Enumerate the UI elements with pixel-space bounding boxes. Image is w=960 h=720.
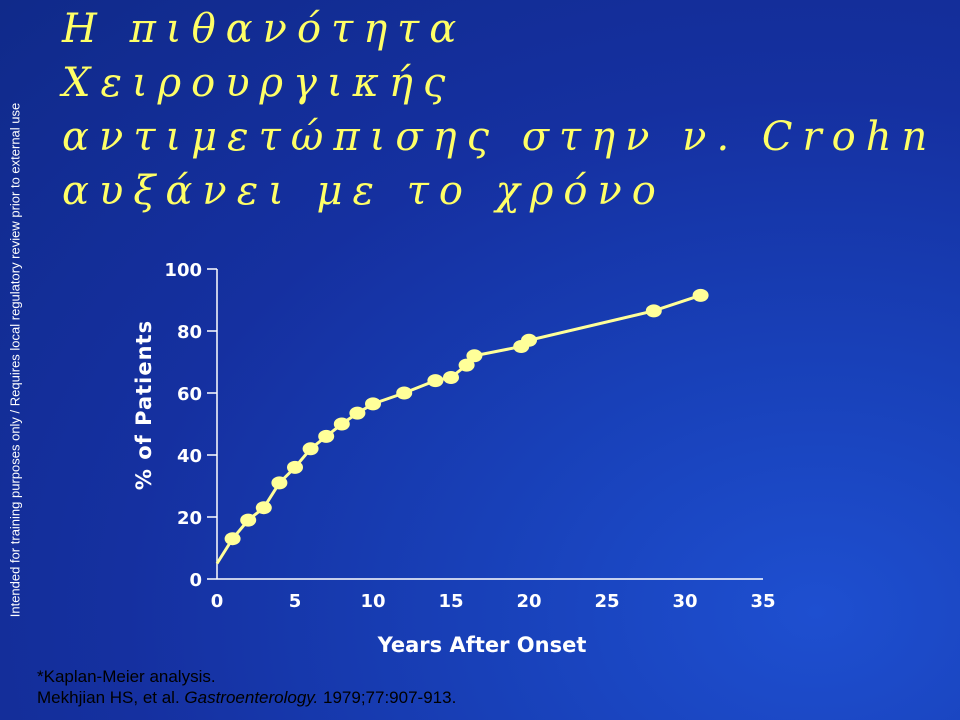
x-tick-label: 5	[289, 591, 302, 612]
data-point	[427, 374, 444, 388]
x-tick-label: 15	[438, 591, 463, 612]
reference-citation: 1979;77:907-913.	[318, 688, 457, 707]
x-tick-label: 35	[750, 591, 775, 612]
y-tick-label: 100	[164, 260, 202, 281]
x-tick-label: 30	[672, 591, 697, 612]
data-point	[349, 406, 366, 420]
y-tick-label: 60	[177, 384, 202, 405]
data-point	[255, 501, 272, 515]
y-tick-label: 40	[177, 446, 202, 467]
y-tick-label: 20	[177, 508, 202, 529]
y-axis-label: % of Patients	[132, 319, 156, 491]
reference-journal: Gastroenterology.	[184, 688, 319, 707]
title-line-2: Χειρουργικής	[62, 60, 456, 106]
title-line-3: αντιμετώπισης στην ν. Crohn	[62, 114, 938, 160]
data-point	[692, 288, 709, 302]
y-tick-label: 0	[189, 570, 202, 591]
data-point	[240, 513, 257, 527]
data-point	[466, 349, 483, 363]
y-tick-label: 80	[177, 322, 202, 343]
data-point	[333, 417, 350, 431]
footnote-reference: Mekhjian HS, et al. Gastroenterology. 19…	[37, 687, 456, 708]
data-point	[365, 397, 381, 411]
data-point	[287, 460, 303, 474]
data-point	[645, 304, 662, 318]
reference-authors: Mekhjian HS, et al.	[37, 688, 185, 707]
data-point	[224, 532, 241, 546]
series-line	[215, 293, 702, 565]
footnote: *Kaplan-Meier analysis. Mekhjian HS, et …	[37, 666, 456, 708]
x-axis-label: Years After Onset	[377, 633, 587, 657]
data-point	[271, 476, 288, 490]
x-tick-label: 25	[594, 591, 619, 612]
data-point	[302, 442, 319, 456]
title-line-1: Η πιθανότητα	[62, 6, 467, 52]
footnote-method: *Kaplan-Meier analysis.	[37, 667, 216, 686]
data-point	[396, 386, 413, 400]
x-tick-label: 10	[360, 591, 385, 612]
slide-title: Η πιθανότητα Χειρουργικής αντιμετώπισης …	[62, 2, 952, 218]
x-tick-label: 0	[211, 591, 224, 612]
data-point	[318, 429, 335, 443]
data-point	[458, 358, 475, 372]
data-point	[443, 371, 459, 384]
data-point	[521, 333, 537, 347]
x-tick-label: 20	[516, 591, 541, 612]
title-line-4: αυξάνει με το χρόνο	[62, 168, 666, 214]
